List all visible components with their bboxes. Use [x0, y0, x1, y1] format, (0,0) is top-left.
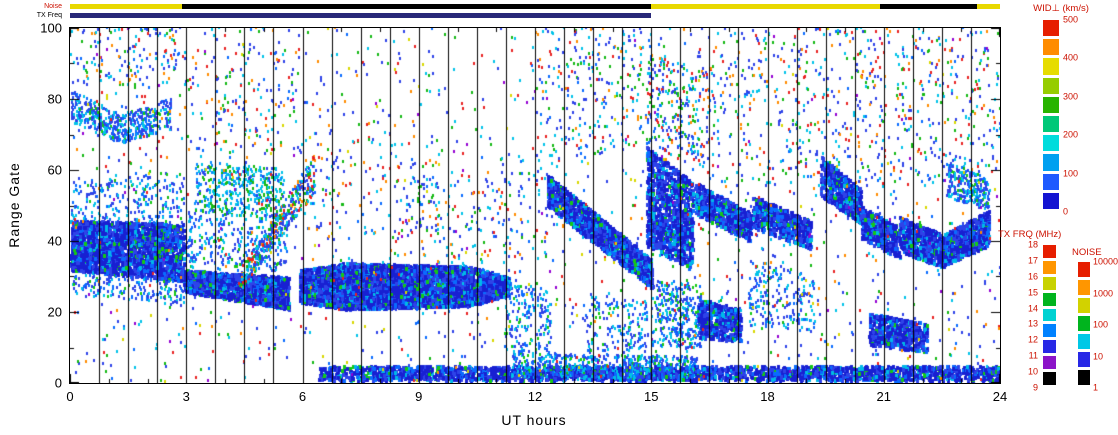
colorbar-segment-wid	[1043, 116, 1059, 133]
colorbar-tick-label-wid: 100	[1063, 168, 1079, 179]
colorbar-tick-label-txfrq: 13	[1027, 318, 1038, 329]
colorbar-tick-label-wid: 300	[1063, 91, 1079, 102]
noise-bar-segment	[70, 4, 183, 9]
noise-bar-segment	[976, 4, 1000, 9]
y-tick-label: 40	[47, 233, 62, 249]
colorbar-title-noise: NOISE	[1072, 247, 1102, 258]
colorbar-tick-label-wid: 200	[1063, 129, 1079, 140]
colorbar-tick-label-txfrq: 11	[1028, 350, 1038, 361]
txfreq-bar-label: TX Freq	[36, 12, 62, 19]
scatter-canvas	[70, 28, 1000, 383]
y-tick-label: 60	[47, 162, 62, 178]
x-tick-label: 12	[527, 389, 543, 404]
colorbar-segment-noise	[1078, 316, 1090, 331]
colorbar-segment-txfrq	[1043, 245, 1056, 258]
colorbar-segment-wid	[1043, 77, 1059, 94]
colorbar-tick-label-noise: 10	[1093, 351, 1104, 361]
colorbar-tick-label-txfrq: 12	[1027, 334, 1038, 345]
noise-status-bar	[70, 4, 1000, 9]
x-tick-label: 3	[182, 389, 190, 404]
colorbar-segment-wid	[1043, 58, 1059, 75]
y-tick-label: 20	[47, 304, 62, 320]
noise-bar-label: Noise	[44, 3, 62, 10]
colorbar-tick-label-txfrq: 16	[1027, 271, 1038, 282]
colorbar-tick-label-noise: 10000	[1093, 256, 1118, 267]
colorbar-tick-label-txfrq: 17	[1027, 255, 1038, 266]
x-tick-label: 18	[760, 389, 775, 404]
colorbar-tick-label-wid: 400	[1063, 52, 1079, 63]
colorbar-tick-label-noise: 1	[1093, 382, 1099, 393]
colorbar-segment-txfrq	[1043, 356, 1056, 370]
colorbar-segment-noise	[1078, 334, 1090, 349]
x-tick-label: 6	[298, 389, 307, 404]
colorbar-segment-txfrq	[1043, 308, 1056, 322]
plot-area	[69, 27, 1001, 384]
x-tick-label: 9	[415, 389, 423, 404]
colorbar-tick-label-noise: 100	[1093, 319, 1109, 330]
colorbar-tick-label-txfrq: 18	[1027, 239, 1038, 250]
colorbar-segment-txfrq	[1043, 340, 1056, 354]
colorbar-tick-label-wid: 0	[1063, 206, 1069, 217]
colorbar-segment-noise	[1078, 370, 1090, 385]
colorbar-segment-wid	[1043, 96, 1059, 113]
y-tick-label: 0	[54, 375, 62, 391]
txfreq-bar-segment	[70, 13, 652, 18]
noise-bar-segment	[879, 4, 977, 9]
y-tick-label: 80	[47, 91, 62, 107]
colorbar-segment-wid	[1043, 154, 1059, 171]
colorbar-segment-wid	[1043, 20, 1059, 37]
colorbar-title-wid: WID⊥ (km/s)	[1033, 3, 1089, 14]
colorbar-segment-noise	[1078, 298, 1090, 313]
colorbar-segment-txfrq	[1043, 292, 1056, 306]
x-tick-label: 15	[644, 389, 659, 404]
x-axis-title: UT hours	[501, 412, 567, 428]
colorbar-tick-label-txfrq: 14	[1027, 303, 1038, 314]
noise-bar-segment	[651, 4, 880, 9]
colorbar-segment-txfrq	[1043, 276, 1056, 290]
colorbar-segment-wid	[1043, 173, 1059, 190]
y-axis-title: Range Gate	[6, 162, 22, 248]
colorbar-tick-label-txfrq: 10	[1027, 366, 1038, 377]
noise-bar-segment	[182, 4, 652, 9]
colorbar-title-txfrq: TX FRQ (MHz)	[998, 229, 1062, 240]
colorbar-segment-txfrq	[1043, 260, 1056, 274]
x-tick-label: 21	[876, 389, 891, 404]
colorbar-segment-txfrq	[1043, 372, 1056, 385]
colorbar-segment-wid	[1043, 39, 1059, 56]
y-tick-label: 100	[40, 20, 62, 36]
x-tick-label: 0	[66, 389, 74, 404]
colorbar-tick-label-noise: 1000	[1093, 288, 1114, 298]
colorbar-segment-noise	[1078, 352, 1090, 367]
colorbar-tick-label-wid: 500	[1063, 14, 1079, 25]
colorbar-tick-label-txfrq: 9	[1032, 382, 1038, 393]
colorbar-tick-label-txfrq: 15	[1027, 287, 1038, 298]
x-tick-label: 24	[992, 389, 1008, 404]
colorbar-segment-noise	[1078, 280, 1090, 295]
txfreq-status-bar	[70, 13, 1000, 18]
colorbar-segment-txfrq	[1043, 324, 1056, 338]
colorbar-segment-wid	[1043, 192, 1059, 209]
colorbar-segment-wid	[1043, 135, 1059, 152]
colorbar-segment-noise	[1078, 262, 1090, 277]
